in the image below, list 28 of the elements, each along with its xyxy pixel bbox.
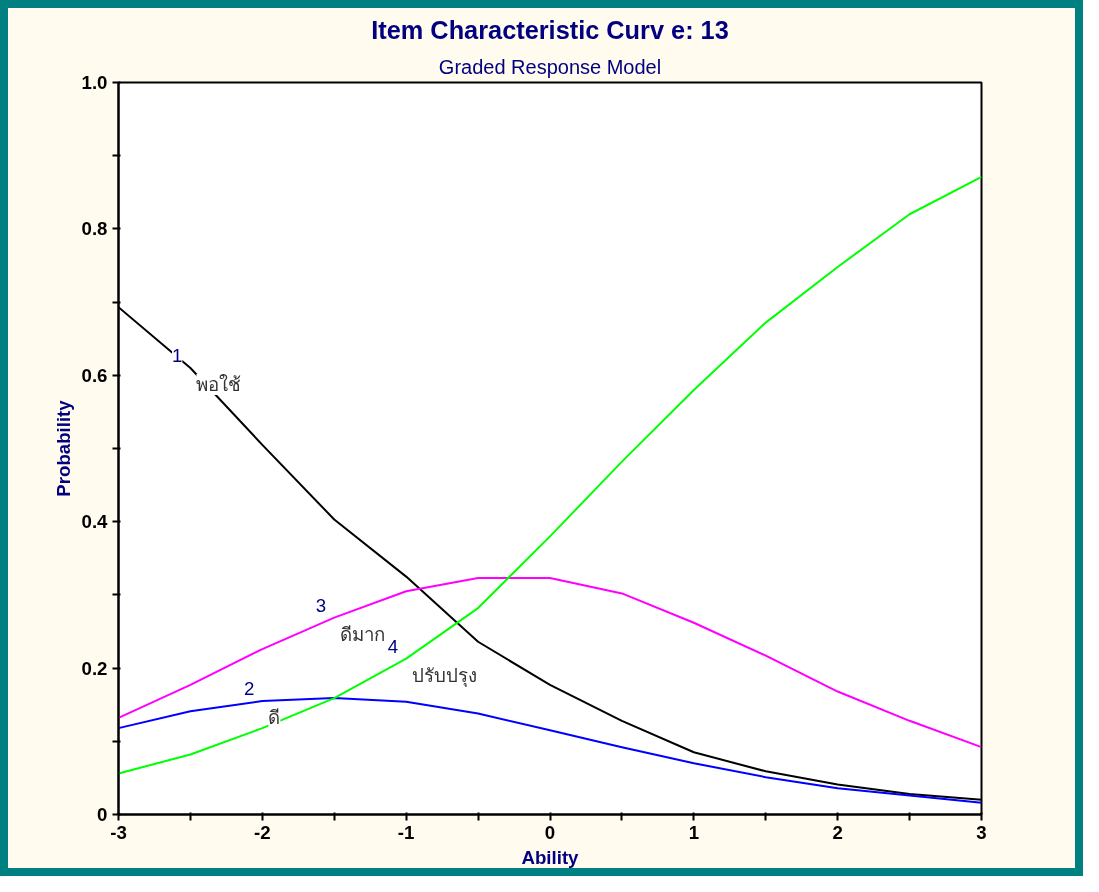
annotation: ดี bbox=[268, 707, 281, 729]
x-tick-label: 2 bbox=[832, 821, 843, 843]
y-tick-label: 0 bbox=[97, 804, 108, 825]
annotation: พอใช้ bbox=[196, 373, 242, 395]
y-axis-title: Probability bbox=[52, 399, 74, 497]
annotation: 4 bbox=[387, 635, 399, 657]
line-series bbox=[118, 577, 982, 749]
x-tick-label: 0 bbox=[544, 821, 556, 843]
x-tick-label: -3 bbox=[110, 821, 127, 843]
annotation: ปรับปรุง bbox=[412, 664, 478, 688]
line-series bbox=[118, 175, 982, 775]
annotation: ดีมาก bbox=[340, 623, 386, 645]
x-tick-label: 1 bbox=[688, 821, 700, 843]
y-tick-label: 0.6 bbox=[81, 364, 108, 386]
x-tick-label: 3 bbox=[976, 821, 987, 843]
x-axis-title: Ability bbox=[521, 846, 580, 868]
y-tick-label: 0.2 bbox=[81, 657, 108, 679]
line-series bbox=[118, 697, 982, 804]
chart-subtitle: Graded Response Model bbox=[438, 55, 662, 78]
x-tick-label: -1 bbox=[397, 821, 415, 843]
y-tick-label: 0.4 bbox=[81, 511, 109, 533]
y-tick-label: 0.8 bbox=[81, 218, 108, 240]
x-tick-label: -2 bbox=[254, 821, 271, 843]
y-tick-label: 1.0 bbox=[81, 72, 108, 93]
annotation: 2 bbox=[243, 678, 255, 700]
annotation: 3 bbox=[315, 594, 327, 616]
annotation: 1 bbox=[172, 344, 183, 366]
chart-title: Item Characteristic Curv e: 13 bbox=[371, 15, 729, 44]
